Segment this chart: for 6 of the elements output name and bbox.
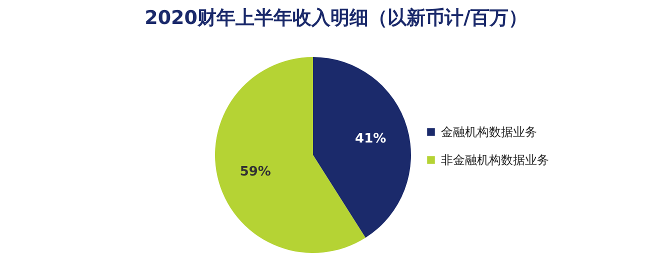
data-label: 59% xyxy=(240,164,271,180)
data-label: 41% xyxy=(355,131,386,146)
chart-title: 2020财年上半年收入明细（以新币计/百万） xyxy=(144,7,528,29)
legend-label: 金融机构数据业务 xyxy=(441,125,537,139)
legend-label: 非金融机构数据业务 xyxy=(441,153,549,167)
pie-slice xyxy=(313,57,411,238)
